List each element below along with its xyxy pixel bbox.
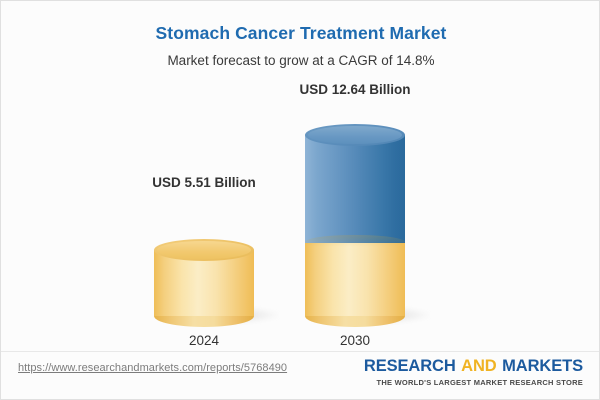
bar-segment-seam-2030 — [305, 235, 405, 249]
brand-logo-wordmark: RESEARCH AND MARKETS — [364, 358, 583, 375]
bar-value-label-2030: USD 12.64 Billion — [299, 82, 411, 97]
bar-segment-growth-2030 — [305, 135, 405, 243]
footer-divider — [1, 351, 599, 352]
bar-group-2030: USD 12.64 Billion 2030 — [285, 81, 431, 348]
bar-top-cap-2024 — [154, 239, 254, 261]
bar-group-2024: USD 5.51 Billion 2024 — [134, 81, 280, 348]
bar-segment-base-2030 — [305, 243, 405, 316]
axis-label-2030: 2030 — [339, 333, 371, 348]
source-url-link[interactable]: https://www.researchandmarkets.com/repor… — [18, 362, 288, 374]
bar-value-label-2024: USD 5.51 Billion — [152, 175, 256, 190]
axis-label-2024: 2024 — [188, 333, 220, 348]
brand-tagline: THE WORLD'S LARGEST MARKET RESEARCH STOR… — [376, 377, 583, 387]
brand-word-and: AND — [461, 357, 497, 375]
chart-plot-area: USD 5.51 Billion 2024 USD 12.64 Billion — [1, 81, 599, 348]
brand-logo[interactable]: RESEARCH AND MARKETS THE WORLD'S LARGEST… — [364, 358, 583, 387]
brand-word-markets: MARKETS — [502, 357, 583, 375]
chart-subtitle: Market forecast to grow at a CAGR of 14.… — [167, 53, 435, 68]
brand-word-research: RESEARCH — [363, 357, 456, 375]
page-title: Stomach Cancer Treatment Market — [155, 23, 447, 43]
bar-top-cap-inner-2024 — [157, 241, 251, 259]
bar-top-cap-inner-2030 — [308, 126, 402, 144]
bar-top-cap-2030 — [305, 124, 405, 146]
bar-segment-base-2024 — [154, 250, 254, 316]
